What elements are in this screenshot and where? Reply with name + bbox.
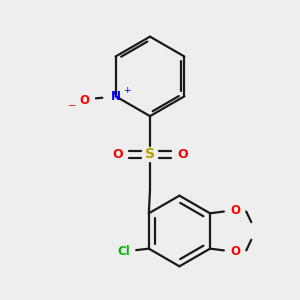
Text: S: S	[145, 147, 155, 161]
Text: +: +	[123, 86, 130, 95]
Text: O: O	[177, 148, 188, 161]
Text: N: N	[111, 90, 121, 103]
Text: O: O	[112, 148, 123, 161]
Text: O: O	[80, 94, 90, 107]
Text: −: −	[68, 101, 76, 111]
Text: Cl: Cl	[117, 245, 130, 258]
Text: O: O	[230, 245, 240, 258]
Text: O: O	[230, 204, 240, 217]
